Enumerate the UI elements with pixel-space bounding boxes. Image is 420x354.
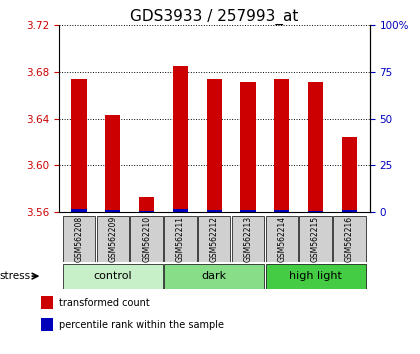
Text: GSM562212: GSM562212 bbox=[210, 216, 219, 262]
Bar bbox=[198, 216, 231, 262]
Bar bbox=[41, 318, 53, 331]
Bar bbox=[308, 211, 323, 212]
Text: stress: stress bbox=[0, 270, 30, 281]
Bar bbox=[342, 137, 357, 212]
Text: control: control bbox=[94, 271, 132, 281]
Bar bbox=[41, 296, 53, 309]
Text: GSM562208: GSM562208 bbox=[75, 216, 84, 262]
Bar bbox=[232, 216, 264, 262]
Text: GSM562215: GSM562215 bbox=[311, 216, 320, 262]
Text: dark: dark bbox=[202, 271, 227, 281]
Bar bbox=[164, 216, 197, 262]
Text: high light: high light bbox=[289, 271, 342, 281]
Bar bbox=[164, 264, 264, 289]
Bar bbox=[207, 210, 222, 212]
Bar bbox=[105, 115, 121, 212]
Bar bbox=[333, 216, 365, 262]
Bar bbox=[139, 211, 154, 212]
Text: GSM562213: GSM562213 bbox=[244, 216, 252, 262]
Bar bbox=[131, 216, 163, 262]
Title: GDS3933 / 257993_at: GDS3933 / 257993_at bbox=[130, 8, 298, 25]
Bar bbox=[71, 209, 87, 212]
Text: percentile rank within the sample: percentile rank within the sample bbox=[59, 320, 224, 330]
Text: GSM562209: GSM562209 bbox=[108, 216, 117, 262]
Bar bbox=[265, 216, 298, 262]
Bar bbox=[63, 216, 95, 262]
Bar bbox=[265, 264, 365, 289]
Bar bbox=[299, 216, 332, 262]
Text: GSM562210: GSM562210 bbox=[142, 216, 151, 262]
Bar bbox=[63, 264, 163, 289]
Bar bbox=[207, 79, 222, 212]
Bar bbox=[342, 210, 357, 212]
Bar bbox=[274, 210, 289, 212]
Text: GSM562211: GSM562211 bbox=[176, 216, 185, 262]
Bar bbox=[240, 82, 256, 212]
Bar bbox=[97, 216, 129, 262]
Text: GSM562216: GSM562216 bbox=[345, 216, 354, 262]
Bar bbox=[274, 79, 289, 212]
Text: GSM562214: GSM562214 bbox=[277, 216, 286, 262]
Bar bbox=[139, 197, 154, 212]
Bar bbox=[308, 82, 323, 212]
Bar bbox=[173, 66, 188, 212]
Bar bbox=[240, 210, 256, 212]
Bar bbox=[71, 79, 87, 212]
Bar bbox=[105, 210, 121, 212]
Text: transformed count: transformed count bbox=[59, 298, 150, 308]
Bar bbox=[173, 209, 188, 212]
